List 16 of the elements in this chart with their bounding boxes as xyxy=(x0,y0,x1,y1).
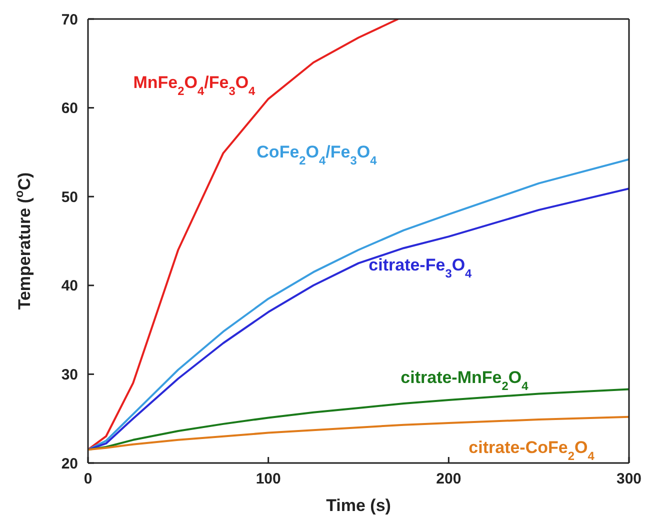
x-tick-label: 300 xyxy=(616,470,642,488)
y-tick-label: 40 xyxy=(61,278,78,295)
y-tick-label: 30 xyxy=(61,366,78,384)
y-tick-label: 20 xyxy=(61,455,78,472)
x-tick-label: 0 xyxy=(84,470,92,488)
series-label: MnFe$_{2}$O$_{4}$/Fe$_{3}$O$_{4}$ xyxy=(133,73,256,98)
x-tick-label: 100 xyxy=(256,470,281,488)
series-label: citrate-MnFe$_{2}$O$_{4}$ xyxy=(400,368,529,393)
y-tick-label: 50 xyxy=(61,188,78,206)
series-label: citrate-Fe$_{3}$O$_{4}$ xyxy=(368,256,472,281)
x-tick-label: 200 xyxy=(436,470,462,488)
y-tick-label: 70 xyxy=(61,11,78,28)
series-label: citrate-CoFe$_{2}$O$_{4}$ xyxy=(468,438,595,464)
y-tick-label: 60 xyxy=(61,100,78,118)
text: CoFe$_{2}$O$_{4}$/Fe$_{3}$O$_{4}$ xyxy=(256,142,378,168)
x-axis-title: Time (s) xyxy=(326,496,391,515)
